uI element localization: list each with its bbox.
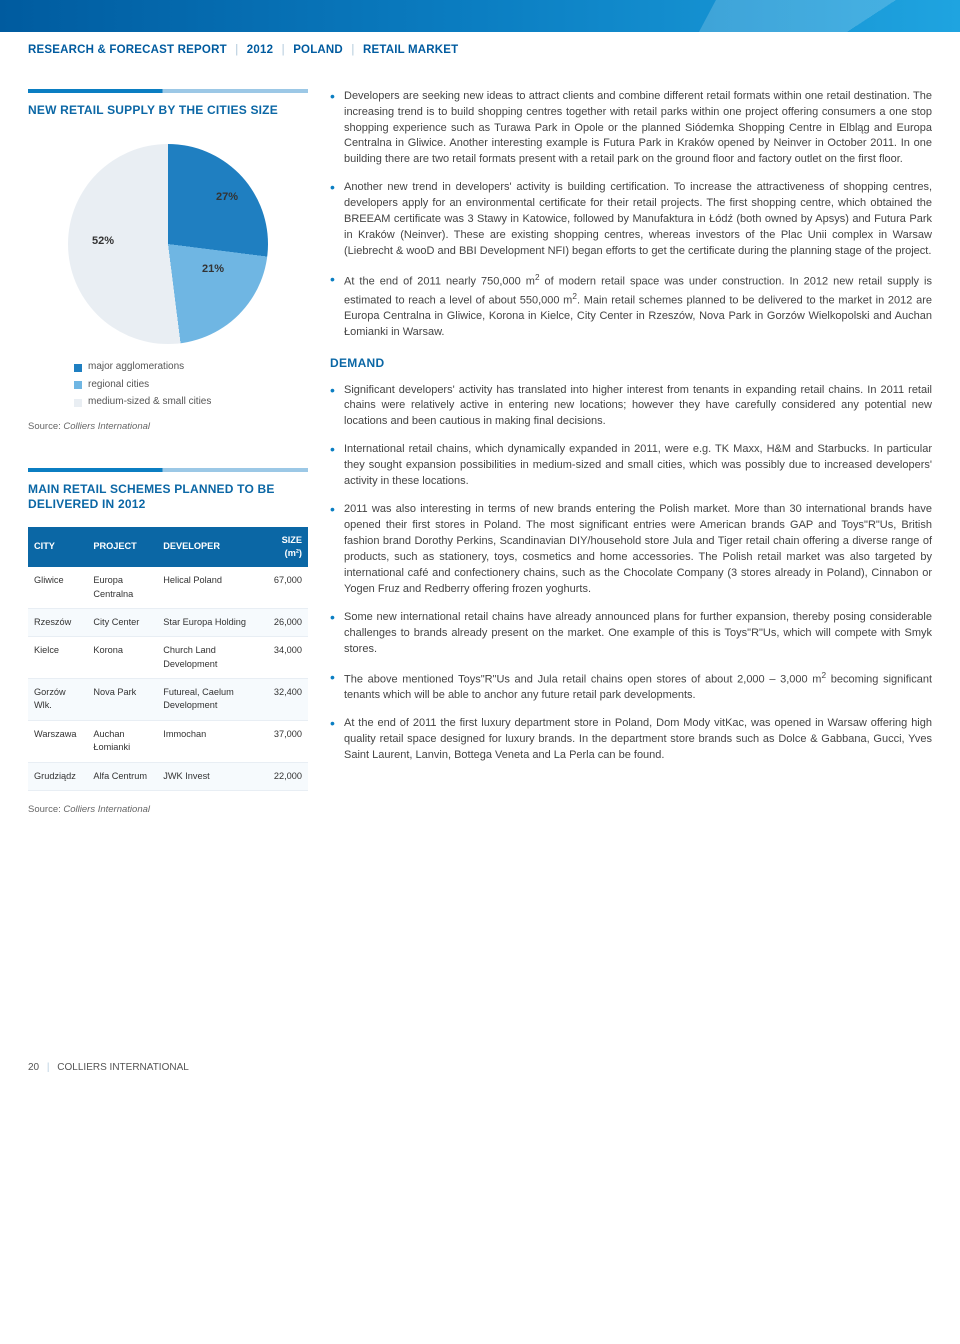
table-col-size: SIZE (m²) [262,527,308,568]
table-cell: Alfa Centrum [87,762,157,790]
table-cell: Europa Centralna [87,567,157,608]
breadcrumb-seg: 2012 [247,44,273,56]
legend-item: medium-sized & small cities [74,395,308,410]
table-row: GliwiceEuropa CentralnaHelical Poland67,… [28,567,308,608]
table-row: Gorzów Wlk.Nova ParkFutureal, Caelum Dev… [28,679,308,721]
source-name: Colliers International [63,421,150,432]
bullet-item: At the end of 2011 the first luxury depa… [330,716,932,764]
table-cell: JWK Invest [157,762,261,790]
block-rule [28,468,308,472]
table-cell: 26,000 [262,609,308,637]
breadcrumb-seg: POLAND [293,44,343,56]
table-cell: 37,000 [262,720,308,762]
table-cell: 32,400 [262,679,308,721]
pie-slice-label: 52% [92,234,114,250]
breadcrumb-sep: | [346,44,359,56]
legend-text: regional cities [88,378,149,393]
pie-slice-label: 21% [202,262,224,278]
bullet-item: At the end of 2011 nearly 750,000 m2 of … [330,272,932,341]
source-prefix: Source: [28,804,63,815]
footer-page: 20 [28,1062,39,1073]
legend-item: major agglomerations [74,360,308,375]
source-name: Colliers International [63,804,150,815]
pie-chart-wrap: 27% 21% 52% [68,144,268,344]
source-prefix: Source: [28,421,63,432]
schemes-table: CITY PROJECT DEVELOPER SIZE (m²) Gliwice… [28,527,308,791]
table-block: MAIN RETAIL SCHEMES PLANNED TO BE DELIVE… [28,468,308,817]
table-cell: Futureal, Caelum Development [157,679,261,721]
bullet-item: Some new international retail chains hav… [330,610,932,658]
breadcrumb: RESEARCH & FORECAST REPORT | 2012 | POLA… [0,32,960,67]
breadcrumb-seg: RETAIL MARKET [363,44,458,56]
table-cell: Star Europa Holding [157,609,261,637]
table-row: WarszawaAuchan ŁomiankiImmochan37,000 [28,720,308,762]
pie-block-title: NEW RETAIL SUPPLY BY THE CITIES SIZE [28,103,308,119]
legend-text: major agglomerations [88,360,184,375]
legend-item: regional cities [74,378,308,393]
bullet-item: Developers are seeking new ideas to attr… [330,89,932,169]
breadcrumb-sep: | [277,44,290,56]
table-row: GrudziądzAlfa CentrumJWK Invest22,000 [28,762,308,790]
table-col-city: CITY [28,527,87,568]
table-cell: Immochan [157,720,261,762]
legend-swatch [74,399,82,407]
table-cell: Grudziądz [28,762,87,790]
table-cell: Rzeszów [28,609,87,637]
breadcrumb-seg: RESEARCH & FORECAST REPORT [28,44,227,56]
legend-text: medium-sized & small cities [88,395,211,410]
table-cell: Kielce [28,637,87,679]
legend-swatch [74,364,82,372]
table-cell: Warszawa [28,720,87,762]
pie-source: Source: Colliers International [28,420,308,434]
table-cell: Nova Park [87,679,157,721]
table-cell: City Center [87,609,157,637]
table-block-title: MAIN RETAIL SCHEMES PLANNED TO BE DELIVE… [28,482,308,513]
table-cell: Gorzów Wlk. [28,679,87,721]
table-cell: Church Land Development [157,637,261,679]
table-row: RzeszówCity CenterStar Europa Holding26,… [28,609,308,637]
table-cell: 22,000 [262,762,308,790]
table-col-project: PROJECT [87,527,157,568]
footer: 20 | COLLIERS INTERNATIONAL [0,1051,960,1092]
breadcrumb-sep: | [230,44,243,56]
table-cell: Helical Poland [157,567,261,608]
pie-legend: major agglomerations regional cities med… [28,360,308,410]
legend-swatch [74,381,82,389]
table-cell: Auchan Łomianki [87,720,157,762]
pie-block: NEW RETAIL SUPPLY BY THE CITIES SIZE 27%… [28,89,308,434]
footer-brand: COLLIERS INTERNATIONAL [57,1062,189,1073]
block-rule [28,89,308,93]
table-cell: 67,000 [262,567,308,608]
table-source: Source: Colliers International [28,803,308,817]
bullet-item: Significant developers' activity has tra… [330,383,932,431]
table-cell: 34,000 [262,637,308,679]
bullets-top: Developers are seeking new ideas to attr… [330,89,932,341]
header-band [0,0,960,32]
bullet-item: Another new trend in developers' activit… [330,180,932,260]
demand-heading: DEMAND [330,355,932,372]
bullets-demand: Significant developers' activity has tra… [330,383,932,764]
bullet-item: International retail chains, which dynam… [330,442,932,490]
footer-sep: | [42,1062,55,1073]
table-cell: Gliwice [28,567,87,608]
pie-slice-label: 27% [216,190,238,206]
bullet-item: The above mentioned Toys"R"Us and Jula r… [330,670,932,705]
table-cell: Korona [87,637,157,679]
body-text: Developers are seeking new ideas to attr… [330,89,932,851]
bullet-item: 2011 was also interesting in terms of ne… [330,502,932,598]
table-header-row: CITY PROJECT DEVELOPER SIZE (m²) [28,527,308,568]
table-col-developer: DEVELOPER [157,527,261,568]
table-row: KielceKoronaChurch Land Development34,00… [28,637,308,679]
